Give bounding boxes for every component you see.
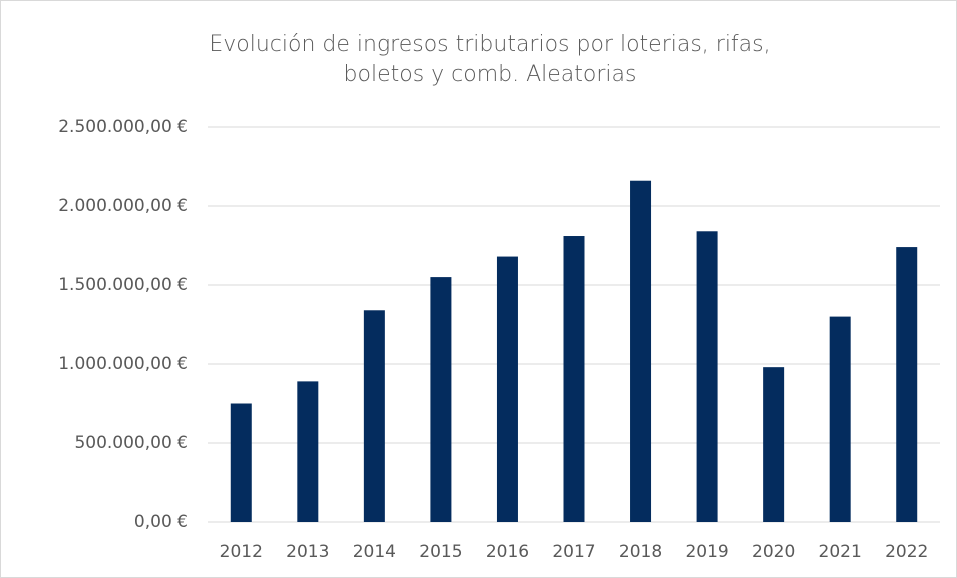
y-tick-label: 2.500.000,00 € — [58, 117, 188, 137]
bar — [496, 256, 518, 522]
bar — [763, 367, 785, 522]
bar — [896, 247, 918, 522]
y-tick-label: 1.500.000,00 € — [58, 275, 188, 295]
chart-title: Evolución de ingresos tributarios por lo… — [209, 32, 771, 87]
x-tick-label: 2019 — [685, 542, 728, 562]
bar — [230, 403, 252, 522]
bar — [630, 180, 652, 522]
bar — [696, 231, 718, 522]
x-tick-label: 2014 — [353, 542, 396, 562]
bar — [563, 236, 585, 522]
bar — [829, 316, 851, 522]
x-tick-label: 2012 — [220, 542, 263, 562]
x-tick-label: 2017 — [552, 542, 595, 562]
y-tick-label: 2.000.000,00 € — [58, 196, 188, 216]
y-tick-label: 0,00 € — [134, 512, 188, 532]
x-tick-label: 2015 — [419, 542, 462, 562]
bar — [430, 277, 452, 522]
y-tick-label: 500.000,00 € — [74, 433, 188, 453]
y-tick-label: 1.000.000,00 € — [58, 354, 188, 374]
x-tick-label: 2020 — [752, 542, 795, 562]
x-tick-label: 2016 — [486, 542, 529, 562]
bar — [363, 310, 385, 522]
bar — [297, 381, 319, 522]
x-tick-label: 2021 — [819, 542, 862, 562]
x-tick-label: 2022 — [885, 542, 928, 562]
x-tick-label: 2018 — [619, 542, 662, 562]
x-tick-label: 2013 — [286, 542, 329, 562]
